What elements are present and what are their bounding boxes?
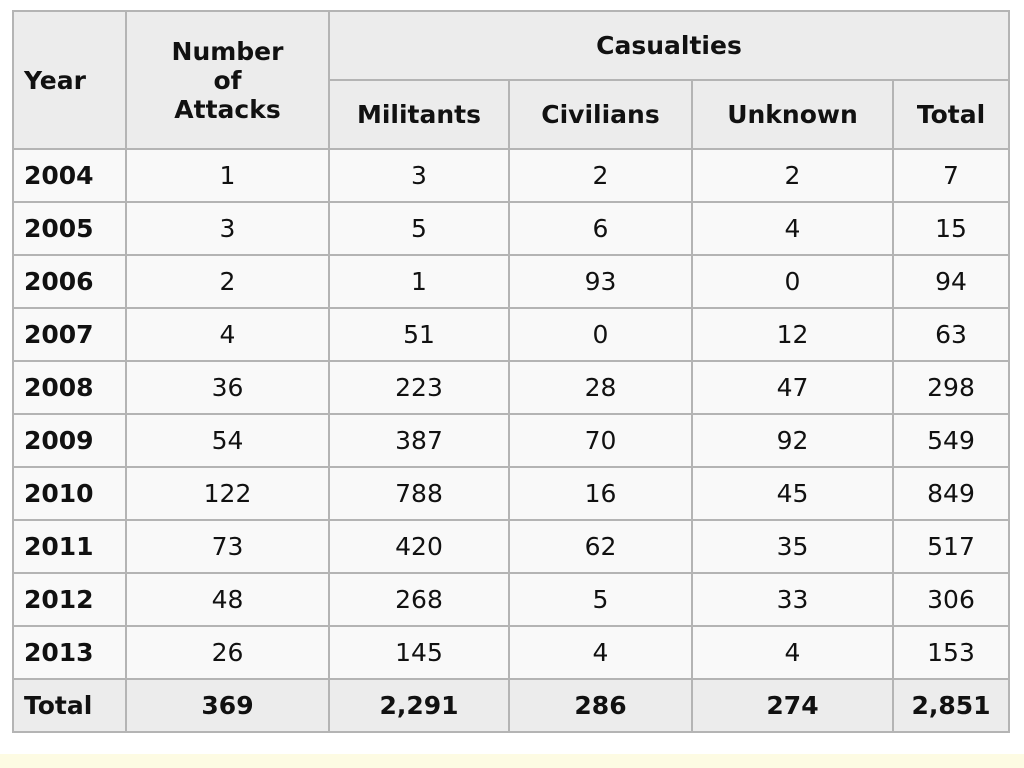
cell: 286 [508,678,693,733]
cell: 153 [892,625,1010,680]
cell: 145 [328,625,510,680]
cell: 26 [125,625,330,680]
row-label: 2005 [12,201,127,256]
row-label: Total [12,678,127,733]
cell: 0 [508,307,693,362]
header-line: of [213,65,242,95]
cell: 5 [508,572,693,627]
cell: 62 [508,519,693,574]
cell: 0 [691,254,894,309]
data-row: 2006 2 1 93 0 94 [12,254,1010,309]
cell: 36 [125,360,330,415]
header-line: Attacks [174,94,281,124]
column-header: Unknown [691,79,894,150]
table-body: 2004 1 3 2 2 7 2005 3 5 6 4 15 2006 2 1 93 0 94 2007 4 51 0 12… [12,148,1010,733]
cell: 47 [691,360,894,415]
cell: 5 [328,201,510,256]
cell: 2 [508,148,693,203]
cell: 387 [328,413,510,468]
cell: 16 [508,466,693,521]
row-label: 2006 [12,254,127,309]
data-row: 2013 26 145 4 4 153 [12,625,1010,680]
column-header: Civilians [508,79,693,150]
data-row: 2008 36 223 28 47 298 [12,360,1010,415]
row-label: 2010 [12,466,127,521]
cell: 70 [508,413,693,468]
cell: 63 [892,307,1010,362]
cell: 2,851 [892,678,1010,733]
cell: 4 [691,201,894,256]
casualties-table: Year Number of Attacks Casualties Militant… [12,10,1010,733]
cell: 45 [691,466,894,521]
cell: 35 [691,519,894,574]
data-row: 2011 73 420 62 35 517 [12,519,1010,574]
cell: 48 [125,572,330,627]
cell: 420 [328,519,510,574]
column-header: Total [892,79,1010,150]
bottom-strip [0,754,1024,768]
row-label: 2007 [12,307,127,362]
year-header: Year [12,10,127,150]
cell: 7 [892,148,1010,203]
header-row: Year Number of Attacks Casualties [12,10,1010,150]
cell: 94 [892,254,1010,309]
data-row: 2012 48 268 5 33 306 [12,572,1010,627]
row-label: 2012 [12,572,127,627]
cell: 223 [328,360,510,415]
row-label: 2008 [12,360,127,415]
cell: 2 [691,148,894,203]
cell: 122 [125,466,330,521]
header-line: Number [171,36,284,66]
cell: 274 [691,678,894,733]
cell: 369 [125,678,330,733]
data-row: 2009 54 387 70 92 549 [12,413,1010,468]
row-label: 2009 [12,413,127,468]
cell: 73 [125,519,330,574]
cell: 92 [691,413,894,468]
column-header: Militants [328,79,510,150]
cell: 4 [691,625,894,680]
cell: 788 [328,466,510,521]
row-label: 2011 [12,519,127,574]
cell: 268 [328,572,510,627]
header-row: Militants Civilians Unknown Total [13,79,1010,150]
total-row: Total 369 2,291 286 274 2,851 [12,678,1010,733]
cell: 2,291 [328,678,510,733]
data-row: 2004 1 3 2 2 7 [12,148,1010,203]
cell: 51 [328,307,510,362]
cell: 849 [892,466,1010,521]
cell: 4 [508,625,693,680]
cell: 54 [125,413,330,468]
cell: 549 [892,413,1010,468]
cell: 306 [892,572,1010,627]
cell: 4 [125,307,330,362]
cell: 3 [328,148,510,203]
cell: 2 [125,254,330,309]
cell: 1 [125,148,330,203]
cell: 28 [508,360,693,415]
cell: 517 [892,519,1010,574]
cell: 3 [125,201,330,256]
row-label: 2004 [12,148,127,203]
data-row: 2005 3 5 6 4 15 [12,201,1010,256]
cell: 1 [328,254,510,309]
attacks-header: Number of Attacks [125,10,330,150]
cell: 12 [691,307,894,362]
casualties-header: Casualties [328,10,1010,81]
cell: 298 [892,360,1010,415]
data-row: 2007 4 51 0 12 63 [12,307,1010,362]
row-label: 2013 [12,625,127,680]
cell: 15 [892,201,1010,256]
data-row: 2010 122 788 16 45 849 [12,466,1010,521]
cell: 33 [691,572,894,627]
cell: 6 [508,201,693,256]
cell: 93 [508,254,693,309]
